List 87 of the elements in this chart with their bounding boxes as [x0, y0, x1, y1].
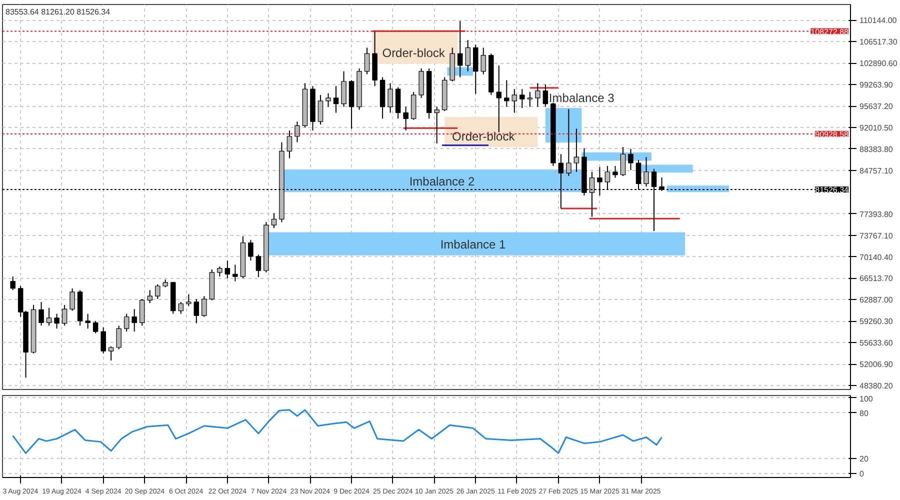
y-tick-label: 80: [860, 408, 869, 418]
candlestick: [224, 260, 230, 279]
candlestick: [116, 325, 122, 350]
y-tick-label: 84757.10: [860, 166, 894, 176]
candlestick: [124, 313, 130, 332]
candlestick: [480, 47, 486, 75]
y-tick-label: 0: [860, 470, 864, 479]
candlestick: [256, 254, 262, 278]
y-tick-label: 88383.80: [860, 144, 894, 154]
candlestick: [186, 294, 192, 307]
candlestick: [535, 82, 540, 108]
y-tick-label: 92010.50: [860, 123, 894, 132]
candlestick: [85, 313, 90, 330]
candlestick: [326, 92, 331, 108]
candlestick: [520, 88, 525, 108]
candlestick: [10, 276, 16, 291]
candlestick: [472, 44, 478, 94]
candlestick: [46, 307, 52, 326]
candlestick: [504, 80, 510, 108]
candlestick: [542, 84, 548, 108]
candlestick: [139, 298, 145, 326]
annotation: 83553.64 81261.20 81526.34: [6, 8, 111, 16]
annotation: Imbalance 1: [440, 238, 506, 252]
y-tick-label: 20: [860, 454, 869, 464]
candlestick: [418, 68, 424, 98]
y-tick-label: 70140.40: [860, 252, 894, 262]
candlestick: [286, 130, 292, 159]
candlestick: [248, 239, 254, 262]
annotation: Imbalance 3: [548, 90, 615, 105]
candlestick: [403, 106, 408, 131]
candlestick: [527, 92, 533, 108]
annotation: Imbalance 2: [409, 174, 476, 188]
y-tick-label: 99263.90: [860, 80, 894, 90]
candlestick: [341, 70, 346, 108]
candlestick: [566, 108, 572, 177]
candlestick: [574, 128, 580, 172]
candlestick: [38, 301, 44, 326]
annotation: Order-block: [452, 129, 516, 144]
candlestick: [178, 301, 184, 314]
y-tick-label: 55633.60: [860, 338, 894, 348]
ref-line-label: 81526.34: [815, 185, 850, 194]
candlestick: [62, 304, 68, 326]
candlestick: [410, 92, 416, 120]
candlestick: [202, 296, 207, 318]
candlestick: [194, 298, 200, 324]
line-series: [12, 409, 663, 454]
candlestick: [388, 82, 393, 114]
annotation: Order-block: [382, 46, 446, 60]
y-tick-label: 48380.20: [860, 381, 894, 390]
candlestick: [628, 148, 634, 171]
candlestick: [512, 88, 518, 114]
y-tick-label: 73767.10: [860, 231, 894, 240]
y-tick-label: 59260.30: [860, 317, 894, 326]
candlestick: [434, 106, 440, 144]
candlestick: [54, 313, 60, 330]
y-tick-label: 95637.20: [860, 102, 894, 111]
candlestick: [496, 64, 502, 133]
candlestick: [100, 326, 106, 354]
candlestick: [644, 156, 649, 188]
candlestick: [147, 290, 152, 304]
y-tick-label: 106517.30: [860, 38, 898, 47]
y-tick-label: 52006.90: [860, 360, 894, 370]
y-tick-label: 110144.00: [860, 16, 898, 26]
candlestick: [318, 94, 324, 126]
candlestick: [364, 47, 370, 75]
y-tick-label: 77393.80: [860, 210, 894, 219]
candlestick: [108, 346, 114, 362]
y-tick-label: 100: [860, 394, 874, 404]
y-tick-label: 66513.70: [860, 274, 894, 284]
candlestick: [92, 320, 98, 334]
candlestick: [457, 20, 463, 78]
candlestick: [620, 146, 626, 177]
candlestick: [232, 264, 238, 282]
candlestick: [465, 39, 470, 72]
candlestick: [294, 121, 300, 143]
y-tick-label: 62887.00: [860, 296, 894, 305]
ref-line-label: 108272.88: [810, 27, 850, 36]
candlestick: [132, 308, 137, 332]
y-tick-label: 102890.60: [860, 59, 898, 68]
ref-line-label: 90928.58: [815, 130, 850, 139]
candlestick: [612, 165, 618, 178]
candlestick: [70, 288, 75, 312]
candlestick: [271, 212, 277, 229]
candlestick: [154, 284, 160, 300]
candlestick: [395, 86, 401, 120]
candlestick: [333, 86, 339, 114]
candlestick: [217, 266, 222, 278]
